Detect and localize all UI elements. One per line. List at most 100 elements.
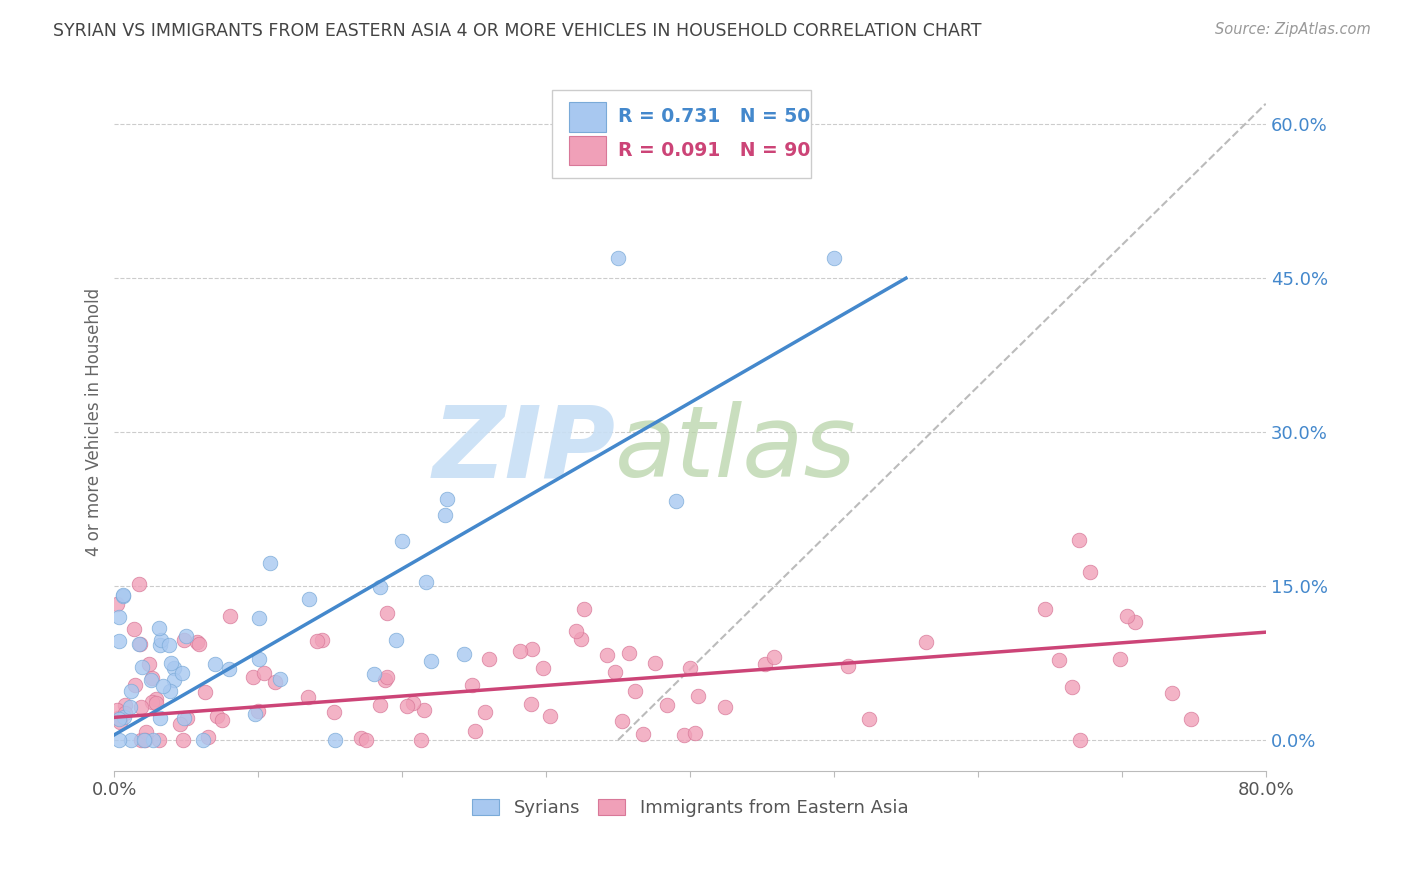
Point [193, 732, 215, 747]
Point [142, 732, 165, 747]
Point [644, 656, 666, 670]
Point [188, 637, 211, 651]
Point [145, 696, 167, 710]
Point [114, 698, 136, 712]
Point [243, 706, 266, 721]
Point [107, 610, 129, 624]
Point [139, 673, 162, 687]
Point [297, 690, 319, 704]
Point [107, 634, 129, 648]
Point [211, 714, 233, 728]
Point [509, 644, 531, 658]
Point [631, 727, 654, 741]
Point [298, 591, 321, 606]
Point [269, 672, 291, 686]
Y-axis label: 4 or more Vehicles in Household: 4 or more Vehicles in Household [86, 288, 103, 556]
Point [754, 657, 776, 671]
Point [129, 732, 152, 747]
Point [415, 575, 437, 590]
Point [665, 494, 688, 508]
Point [120, 732, 142, 747]
Point [242, 670, 264, 684]
Point [134, 732, 156, 747]
Point [141, 671, 163, 685]
Point [619, 646, 641, 660]
Point [368, 698, 391, 712]
Point [105, 597, 128, 611]
Point [145, 691, 167, 706]
Point [305, 634, 328, 648]
Point [607, 251, 630, 265]
Point [172, 732, 194, 747]
Point [264, 674, 287, 689]
Point [149, 638, 172, 652]
Point [375, 606, 398, 620]
Text: atlas: atlas [616, 401, 856, 499]
Point [325, 732, 347, 747]
Point [683, 726, 706, 740]
Point [402, 696, 425, 710]
Point [173, 711, 195, 725]
Point [170, 666, 193, 681]
Point [218, 663, 240, 677]
Point [420, 654, 443, 668]
Point [246, 704, 269, 718]
Point [409, 732, 432, 747]
Point [384, 633, 406, 648]
Point [176, 710, 198, 724]
Point [160, 656, 183, 670]
Point [157, 638, 180, 652]
Point [477, 652, 499, 666]
Point [107, 711, 129, 725]
Point [129, 637, 152, 651]
Point [247, 652, 270, 666]
Point [173, 632, 195, 647]
Point [124, 678, 146, 692]
Point [915, 635, 938, 649]
Point [595, 648, 617, 663]
Text: ZIP: ZIP [432, 401, 616, 499]
Point [128, 637, 150, 651]
Point [149, 711, 172, 725]
Point [169, 717, 191, 731]
Point [132, 732, 155, 747]
Text: R = 0.731   N = 50: R = 0.731 N = 50 [617, 107, 810, 127]
Point [679, 661, 702, 675]
Point [1047, 653, 1070, 667]
Point [565, 624, 588, 639]
Point [655, 698, 678, 713]
Point [623, 683, 645, 698]
FancyBboxPatch shape [569, 103, 606, 132]
Point [138, 657, 160, 671]
Point [673, 728, 696, 742]
Point [205, 709, 228, 723]
Point [112, 709, 135, 723]
Point [159, 684, 181, 698]
Point [1078, 565, 1101, 579]
Point [520, 641, 543, 656]
Point [186, 635, 208, 649]
Point [538, 709, 561, 723]
Point [105, 703, 128, 717]
Point [412, 703, 434, 717]
Point [148, 732, 170, 747]
Point [1067, 533, 1090, 547]
Point [436, 491, 458, 506]
Point [135, 725, 157, 739]
Text: R = 0.091   N = 90: R = 0.091 N = 90 [617, 141, 810, 160]
Point [363, 667, 385, 681]
Point [120, 683, 142, 698]
Point [112, 589, 135, 603]
Point [350, 731, 373, 745]
Point [453, 647, 475, 661]
Point [603, 665, 626, 680]
Point [572, 602, 595, 616]
Point [714, 700, 737, 714]
Point [461, 678, 484, 692]
Point [533, 660, 555, 674]
Point [122, 622, 145, 636]
Point [219, 609, 242, 624]
FancyBboxPatch shape [569, 136, 606, 165]
Point [323, 705, 346, 719]
Point [688, 689, 710, 703]
